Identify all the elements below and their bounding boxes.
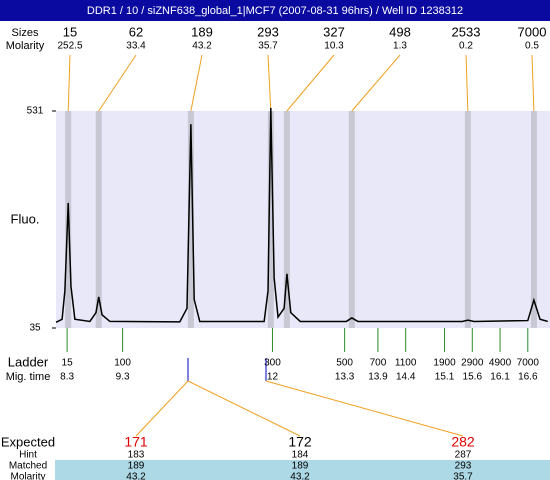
peak-molarity: 43.2 [192, 41, 212, 52]
ladder-time: 13.3 [335, 372, 355, 383]
peak-molarity: 0.5 [525, 41, 539, 52]
peak-link [286, 54, 335, 112]
peaks-row-label: Sizes [12, 27, 39, 39]
peak-band [95, 111, 102, 328]
peak-size: 498 [389, 24, 411, 39]
title-bar [0, 0, 550, 21]
peak-link [190, 54, 203, 112]
peak-link [67, 54, 71, 112]
peak-link [465, 54, 469, 112]
y-tick-label: 531 [27, 106, 44, 117]
ladder-size: 300 [264, 358, 281, 369]
table-cell: 287 [455, 450, 472, 461]
trace [55, 107, 548, 323]
table-cell: 43.2 [290, 472, 310, 480]
ladder-size: 1100 [395, 358, 417, 369]
title: DDR1 / 10 / siZNF638_global_1|MCF7 (2007… [87, 5, 463, 17]
y-axis-label: Fluo. [11, 211, 40, 226]
ladder-time: 12 [267, 372, 279, 383]
ladder-row-label: Ladder [8, 354, 49, 369]
peak-size: 15 [63, 24, 77, 39]
peaks-row-label: Molarity [6, 40, 45, 52]
ladder-time: 16.6 [518, 372, 538, 383]
ladder-time: 8.3 [60, 372, 74, 383]
peak-molarity: 1.3 [393, 41, 407, 52]
y-tick-label: 35 [29, 323, 41, 334]
ladder-time: 9.3 [116, 372, 130, 383]
peak-band [530, 111, 537, 328]
table-row-label: Molarity [10, 472, 45, 480]
table-cell: 171 [124, 434, 148, 450]
peak-band [283, 111, 290, 328]
peak-size: 189 [191, 24, 213, 39]
table-cell: 43.2 [126, 472, 146, 480]
peak-molarity: 35.7 [258, 41, 278, 52]
peak-size: 2533 [452, 24, 481, 39]
peak-molarity: 0.2 [459, 41, 473, 52]
peak-band [348, 111, 355, 328]
ladder-size: 100 [114, 358, 131, 369]
ladder-row-label: Mig. time [6, 371, 51, 383]
match-link [265, 380, 464, 437]
table-cell: 35.7 [453, 472, 473, 480]
table-cell: 293 [455, 461, 472, 472]
ladder-size: 15 [62, 358, 74, 369]
peak-size: 293 [257, 24, 279, 39]
table-row-label: Matched [9, 461, 47, 472]
peak-band [267, 111, 274, 328]
peak-molarity: 33.4 [126, 41, 146, 52]
peak-band [464, 111, 471, 328]
ladder-size: 7000 [517, 358, 540, 369]
peak-link [531, 54, 535, 112]
table-cell: 189 [128, 461, 145, 472]
peak-size: 327 [323, 24, 345, 39]
peak-link [98, 54, 137, 112]
plot-area [56, 111, 550, 328]
table-cell: 183 [128, 450, 145, 461]
ladder-size: 2900 [461, 358, 484, 369]
ladder-time: 15.6 [463, 372, 483, 383]
table-cell: 184 [292, 450, 309, 461]
ladder-size: 4900 [489, 358, 512, 369]
peak-band [187, 111, 194, 328]
ladder-time: 13.9 [368, 372, 388, 383]
ladder-time: 14.4 [396, 372, 416, 383]
peak-link [267, 54, 272, 112]
ladder-size: 1900 [433, 358, 456, 369]
peak-molarity: 252.5 [57, 41, 82, 52]
peak-size: 62 [129, 24, 143, 39]
ladder-size: 700 [370, 358, 387, 369]
ladder-size: 500 [336, 358, 353, 369]
ladder-time: 16.1 [490, 372, 510, 383]
table-cell: 189 [292, 461, 309, 472]
match-link [135, 380, 189, 437]
matched-band [55, 460, 550, 480]
table-row-label: Hint [19, 450, 37, 461]
peak-link [351, 54, 401, 112]
peak-size: 7000 [518, 24, 547, 39]
ladder-time: 15.1 [435, 372, 455, 383]
table-row-label: Expected [1, 434, 55, 449]
match-link [187, 380, 301, 437]
peak-molarity: 10.3 [324, 41, 344, 52]
table-cell: 172 [288, 434, 312, 450]
table-cell: 282 [451, 434, 475, 450]
